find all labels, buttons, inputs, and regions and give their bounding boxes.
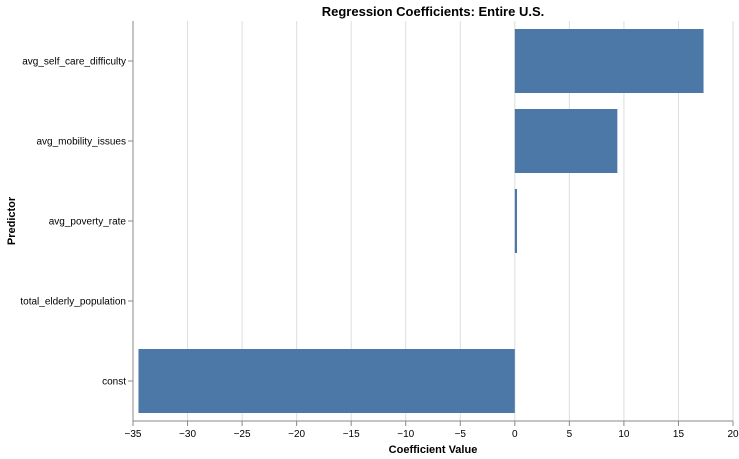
bar-avg-self-care-difficulty bbox=[514, 29, 704, 93]
x-tick-label: 0 bbox=[512, 429, 518, 440]
x-tick-label: −20 bbox=[288, 429, 305, 440]
y-tick-label: total_elderly_population bbox=[20, 297, 126, 308]
y-tick-label: const bbox=[102, 377, 126, 388]
x-tick-label: 20 bbox=[727, 429, 739, 440]
y-axis-title: Predictor bbox=[6, 196, 18, 245]
x-tick-label: 15 bbox=[673, 429, 685, 440]
bar-avg-poverty-rate bbox=[514, 189, 517, 253]
x-tick-label: −15 bbox=[343, 429, 360, 440]
bar-avg-mobility-issues bbox=[514, 109, 618, 173]
x-tick-label: 5 bbox=[567, 429, 573, 440]
x-tick-label: 10 bbox=[618, 429, 630, 440]
y-tick-label: avg_poverty_rate bbox=[49, 217, 127, 228]
x-tick-label: −30 bbox=[179, 429, 196, 440]
y-tick-label: avg_mobility_issues bbox=[37, 137, 127, 148]
y-tick-label: avg_self_care_difficulty bbox=[22, 57, 126, 68]
x-tick-label: −25 bbox=[234, 429, 251, 440]
axes: −35 −30 −25 −20 −15 −10 −5 0 5 10 15 20 avg_self_car… bbox=[20, 21, 739, 440]
bars bbox=[138, 29, 704, 413]
x-tick-label: −5 bbox=[455, 429, 467, 440]
bar-const bbox=[138, 349, 515, 413]
x-tick-label: −35 bbox=[125, 429, 142, 440]
chart-title: Regression Coefficients: Entire U.S. bbox=[322, 4, 545, 19]
x-axis-title: Coefficient Value bbox=[389, 444, 478, 456]
x-tick-label: −10 bbox=[397, 429, 414, 440]
